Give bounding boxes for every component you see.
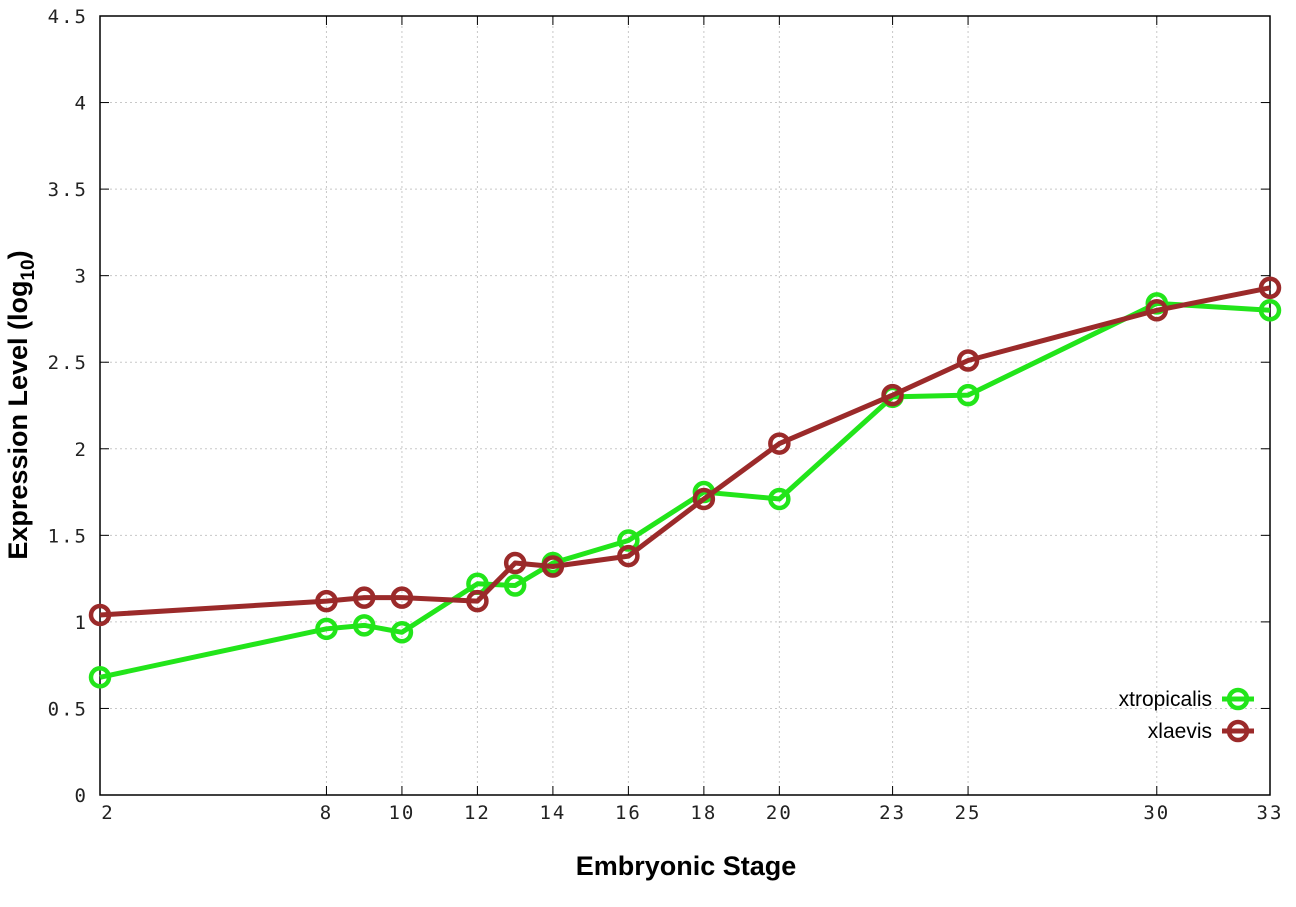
x-tick-label: 16 — [615, 802, 642, 824]
y-tick-label: 3.5 — [48, 179, 88, 201]
x-tick-label: 18 — [690, 802, 717, 824]
y-tick-label: 0.5 — [48, 698, 88, 720]
x-tick-label: 25 — [955, 802, 982, 824]
data-point-xlaevis — [88, 603, 112, 627]
x-axis-label: Embryonic Stage — [576, 851, 797, 881]
data-point-xlaevis — [1258, 276, 1282, 300]
y-tick-label: 1.5 — [48, 525, 88, 547]
data-point-xlaevis — [881, 383, 904, 407]
y-tick-label: 1 — [75, 612, 88, 634]
legend-marker-xlaevis — [1226, 719, 1250, 743]
data-point-xtropicalis — [617, 529, 640, 552]
data-point-xlaevis — [956, 349, 980, 372]
y-tick-label: 4 — [75, 93, 88, 115]
y-tick-label: 0 — [75, 785, 88, 807]
axes — [99, 15, 1271, 796]
grid — [100, 16, 1270, 795]
data-point-xlaevis — [503, 551, 527, 575]
x-tick-label: 20 — [766, 802, 793, 824]
data-point-xtropicalis — [956, 383, 980, 407]
x-tick-label: 14 — [539, 802, 566, 824]
series-group — [88, 276, 1282, 689]
series-line-xtropicalis — [99, 300, 1271, 680]
tick-labels: 0 0.5 1 1.5 2 2.5 3 3.5 4 4.5 2 8 10 12 14 16 18 20 23 25 30… — [48, 6, 1284, 824]
x-tick-label: 33 — [1257, 802, 1284, 824]
y-tick-label: 2.5 — [48, 352, 88, 374]
data-point-xtropicalis — [503, 574, 527, 597]
data-point-xlaevis — [768, 432, 791, 455]
data-point-xlaevis — [692, 487, 716, 511]
data-point-xlaevis — [617, 544, 640, 568]
x-tick-label: 30 — [1143, 802, 1170, 824]
x-tick-label: 10 — [388, 802, 415, 824]
plot-frame — [99, 15, 1271, 796]
data-point-xlaevis — [541, 555, 565, 578]
x-tick-label: 2 — [101, 802, 114, 824]
y-tick-label: 3 — [75, 266, 88, 288]
data-point-xlaevis — [1145, 299, 1169, 322]
data-point-xtropicalis — [390, 621, 414, 644]
y-tick-label: 2 — [75, 439, 88, 461]
x-tick-label: 23 — [879, 802, 906, 824]
data-point-xtropicalis — [768, 487, 791, 511]
legend-marker-xtropicalis — [1226, 687, 1250, 711]
data-point-xtropicalis — [88, 666, 112, 689]
series-line-xlaevis — [99, 285, 1271, 618]
data-point-xlaevis — [352, 586, 376, 609]
data-point-xtropicalis — [315, 617, 338, 641]
data-point-xlaevis — [390, 586, 414, 609]
x-tick-label: 8 — [320, 802, 333, 824]
legend: xtropicalis xlaevis — [1119, 687, 1254, 743]
data-point-xlaevis — [466, 589, 489, 613]
data-point-xtropicalis — [1258, 299, 1282, 322]
y-tick-label: 4.5 — [48, 6, 88, 28]
data-point-xtropicalis — [352, 614, 376, 637]
x-tick-label: 12 — [464, 802, 491, 824]
legend-label-xlaevis: xlaevis — [1148, 720, 1212, 743]
y-axis-label: Expression Level (log10) — [3, 250, 39, 559]
data-point-xlaevis — [315, 589, 338, 613]
legend-label-xtropicalis: xtropicalis — [1119, 688, 1212, 711]
